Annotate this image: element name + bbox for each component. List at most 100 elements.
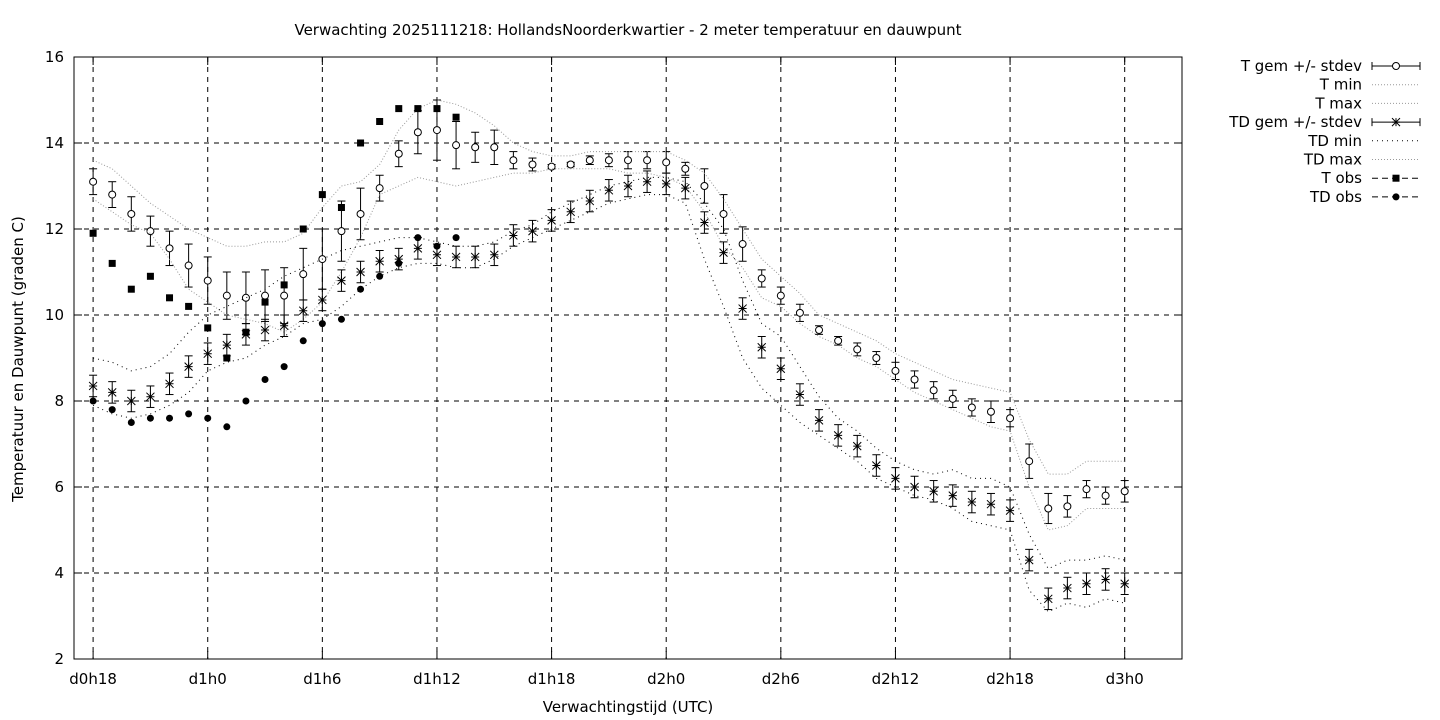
data-point (203, 349, 213, 359)
data-point (299, 270, 308, 279)
x-tick-label: d2h0 (647, 670, 685, 688)
data-point (471, 143, 480, 152)
data-point (185, 410, 193, 418)
series-t-max (92, 99, 1125, 475)
data-point (700, 182, 709, 190)
data-point (891, 366, 900, 375)
data-point (298, 306, 308, 316)
series-td-gem-stdev (88, 170, 1130, 611)
legend-item: T obs (1321, 169, 1420, 187)
legend-label: T gem +/- stdev (1240, 57, 1362, 75)
data-point (910, 482, 919, 492)
x-tick-label: d2h18 (986, 670, 1034, 688)
data-point (986, 407, 995, 416)
series-line (92, 176, 1125, 570)
data-point (241, 293, 250, 302)
data-point (184, 261, 193, 270)
data-point (337, 276, 346, 285)
data-point (986, 499, 996, 509)
data-point (871, 461, 881, 470)
grid (74, 57, 1182, 659)
y-tick-label: 10 (45, 306, 64, 324)
data-point (852, 441, 862, 451)
data-point (1024, 555, 1034, 565)
legend-label: TD max (1303, 151, 1362, 169)
data-point (394, 149, 403, 158)
data-point (261, 291, 270, 300)
data-point (127, 419, 135, 426)
data-point (661, 179, 671, 189)
data-point (738, 240, 747, 249)
legend-item: TD obs (1309, 188, 1420, 206)
data-point (528, 226, 537, 236)
data-point (547, 216, 556, 225)
data-point (642, 177, 652, 187)
y-tick-label: 12 (45, 220, 64, 238)
data-point (394, 254, 404, 264)
data-point (948, 394, 957, 403)
data-point (89, 229, 97, 237)
data-point (891, 474, 900, 483)
legend-label: T max (1314, 94, 1362, 112)
legend-item: T max (1314, 94, 1420, 112)
data-point (1006, 414, 1015, 423)
data-point (853, 345, 862, 354)
data-point (910, 375, 919, 384)
data-point (299, 337, 307, 345)
legend-item: TD max (1303, 151, 1420, 169)
data-point (681, 164, 690, 173)
data-point (509, 231, 518, 240)
data-point (452, 234, 460, 242)
data-point (1063, 502, 1072, 511)
data-point (146, 392, 155, 402)
data-point (166, 294, 174, 302)
data-point (547, 162, 556, 171)
legend-label: TD gem +/- stdev (1228, 113, 1362, 131)
data-point (1025, 457, 1034, 466)
data-point (204, 414, 212, 422)
data-point (1044, 504, 1053, 513)
data-point (279, 321, 289, 331)
data-point (1101, 575, 1110, 584)
data-point (261, 376, 269, 383)
legend-item: TD min (1307, 132, 1420, 150)
data-point (814, 415, 824, 425)
data-point (795, 308, 804, 317)
data-point (203, 276, 212, 285)
data-point (566, 207, 576, 217)
data-point (680, 183, 690, 193)
data-point (375, 184, 384, 193)
data-point (280, 281, 288, 289)
data-point (280, 291, 289, 300)
data-point (432, 250, 442, 260)
data-point (604, 156, 613, 165)
data-point (376, 272, 384, 280)
series-td-max (92, 176, 1125, 570)
data-point (700, 218, 709, 227)
legend-item: TD gem +/- stdev (1228, 113, 1421, 131)
data-point (146, 227, 155, 236)
data-point (413, 128, 422, 137)
data-point (242, 328, 250, 336)
data-point (127, 285, 135, 293)
data-point (261, 298, 269, 306)
data-point (395, 105, 403, 113)
legend-marker (1391, 117, 1401, 127)
y-tick-label: 16 (45, 48, 64, 66)
legend-item: T min (1319, 76, 1420, 94)
data-point (834, 336, 843, 345)
data-point (719, 209, 728, 218)
legend-marker (1392, 174, 1400, 182)
data-point (815, 326, 824, 335)
data-point (452, 113, 460, 121)
data-point (1120, 487, 1129, 496)
series-t-obs (89, 105, 460, 362)
data-point (318, 320, 326, 328)
data-point (604, 185, 614, 195)
data-point (88, 381, 98, 391)
x-tick-label: d1h12 (413, 670, 461, 688)
data-point (948, 491, 958, 500)
data-point (356, 267, 365, 277)
